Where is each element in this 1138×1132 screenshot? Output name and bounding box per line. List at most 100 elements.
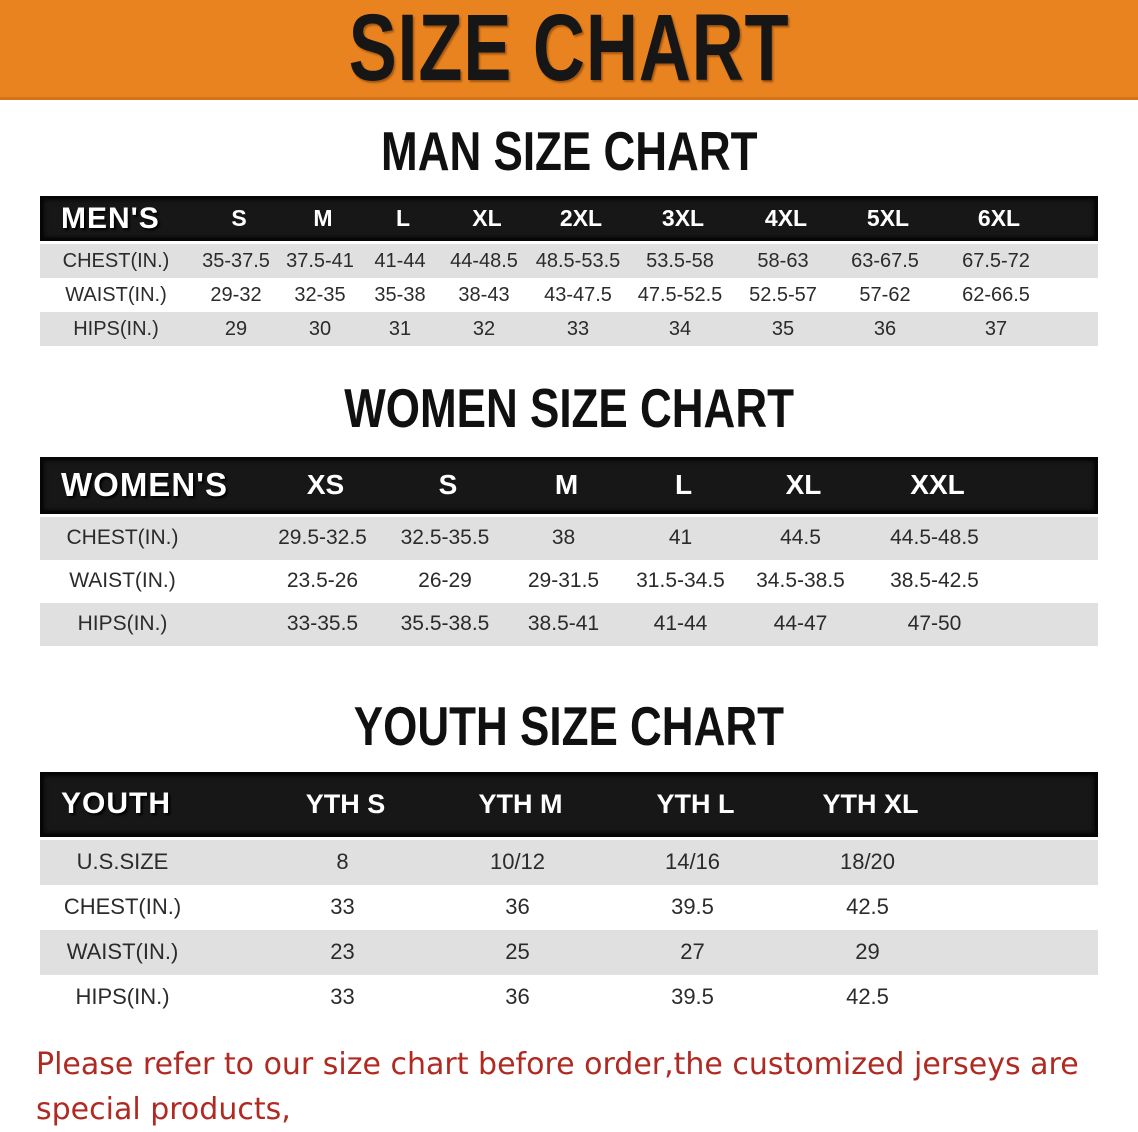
size-value-cell: 26-29	[418, 569, 472, 592]
size-value-cell: 44-48.5	[450, 249, 518, 272]
size-value-cell: 27	[680, 939, 705, 965]
size-value-cell: 33	[330, 984, 355, 1010]
size-value-cell: 43-47.5	[544, 283, 612, 306]
measurement-row: HIPS(IN.) 33-35.5 35.5-38.5 38.5-41 41-44 44-…	[40, 602, 1098, 646]
size-value-cell: 53.5-58	[646, 249, 714, 272]
measurement-row: HIPS(IN.) 33 36 39.5 42.5	[40, 974, 1098, 1020]
order-notice: Please refer to our size chart before or…	[0, 1042, 1138, 1132]
youth-chart-heading: YOUTH SIZE CHART	[353, 694, 785, 757]
youth-size-table: YOUTH YTH S YTH M YTH L YTH XL U.S.SIZE 8 10/…	[40, 771, 1098, 1020]
size-column-header: 4XL	[764, 205, 808, 232]
size-column-header: 5XL	[866, 205, 910, 232]
measurement-row: WAIST(IN.) 23 25 27 29	[40, 929, 1098, 975]
size-value-cell: 41	[668, 526, 693, 549]
women-table-title: WOMEN'S	[61, 466, 229, 503]
measurement-row: WAIST(IN.) 23.5-26 26-29 29-31.5 31.5-34.5 34…	[40, 559, 1098, 603]
size-value-cell: 47.5-52.5	[637, 283, 723, 306]
size-value-cell: 23	[330, 939, 355, 965]
size-value-cell: 62-66.5	[962, 283, 1030, 306]
size-column-header: XL	[472, 205, 502, 232]
size-value-cell: 35-38	[374, 283, 426, 306]
row-label: HIPS(IN.)	[77, 612, 168, 635]
women-size-table: WOMEN'S XS S M L XL XXL CHEST(IN.) 29.5-32.5 32…	[40, 456, 1098, 646]
women-table-header-row: WOMEN'S XS S M L XL XXL	[40, 456, 1098, 514]
size-value-cell: 33-35.5	[286, 612, 359, 635]
size-value-cell: 29-32	[210, 283, 262, 306]
size-value-cell: 44.5-48.5	[890, 526, 979, 549]
size-value-cell: 38.5-42.5	[890, 569, 979, 592]
man-chart-heading: MAN SIZE CHART	[380, 120, 758, 182]
size-value-cell: 41-44	[374, 249, 426, 272]
women-chart-heading: WOMEN SIZE CHART	[344, 377, 794, 440]
size-value-cell: 63-67.5	[851, 249, 919, 272]
size-value-cell: 31	[388, 317, 412, 340]
size-value-cell: 30	[308, 317, 332, 340]
size-column-header: 6XL	[977, 205, 1021, 232]
size-value-cell: 32-35	[294, 283, 346, 306]
size-column-header: XXL	[910, 469, 965, 500]
size-value-cell: 57-62	[859, 283, 911, 306]
size-column-header: 2XL	[559, 205, 603, 232]
size-value-cell: 38.5-41	[527, 612, 600, 635]
size-column-header: S	[231, 205, 247, 232]
youth-chart-heading-wrap: YOUTH SIZE CHART	[0, 694, 1138, 757]
men-size-section: MAN SIZE CHART MEN'S S M L XL 2XL 3XL 4XL 5XL 6X…	[0, 120, 1138, 347]
size-value-cell: 58-63	[757, 249, 809, 272]
size-value-cell: 37	[984, 317, 1008, 340]
size-value-cell: 35-37.5	[202, 249, 270, 272]
row-label: WAIST(IN.)	[69, 569, 176, 592]
size-value-cell: 35.5-38.5	[400, 612, 490, 635]
size-column-header: XS	[306, 469, 345, 500]
size-value-cell: 48.5-53.5	[535, 249, 621, 272]
size-value-cell: 38	[551, 526, 576, 549]
notice-line-1: Please refer to our size chart before or…	[36, 1046, 1079, 1127]
row-label: WAIST(IN.)	[66, 939, 179, 965]
size-value-cell: 52.5-57	[749, 283, 817, 306]
size-value-cell: 44-47	[773, 612, 828, 635]
size-value-cell: 29	[224, 317, 248, 340]
size-value-cell: 38-43	[458, 283, 510, 306]
size-value-cell: 8	[336, 849, 349, 875]
size-column-header: YTH M	[478, 788, 563, 819]
size-column-header: M	[313, 205, 333, 232]
youth-table-title: YOUTH	[61, 787, 171, 821]
youth-table-header-row: YOUTH YTH S YTH M YTH L YTH XL	[40, 771, 1098, 837]
size-value-cell: 29.5-32.5	[278, 526, 367, 549]
size-column-header: S	[438, 469, 458, 500]
size-value-cell: 31.5-34.5	[636, 569, 725, 592]
youth-size-section: YOUTH SIZE CHART YOUTH YTH S YTH M YTH L YT…	[0, 694, 1138, 1020]
size-column-header: YTH L	[656, 788, 735, 819]
banner-title: SIZE CHART	[348, 0, 790, 101]
row-label: U.S.SIZE	[76, 849, 169, 875]
row-label: CHEST(IN.)	[66, 526, 179, 549]
size-column-header: L	[674, 469, 693, 500]
size-value-cell: 33	[566, 317, 590, 340]
men-size-table: MEN'S S M L XL 2XL 3XL 4XL 5XL 6XL CHEST(IN.) 35-…	[40, 196, 1098, 347]
size-value-cell: 42.5	[846, 894, 889, 920]
size-value-cell: 33	[330, 894, 355, 920]
size-column-header: L	[395, 205, 411, 232]
measurement-row: CHEST(IN.) 35-37.5 37.5-41 41-44 44-48.5 48.5…	[40, 244, 1098, 279]
men-table-header-row: MEN'S S M L XL 2XL 3XL 4XL 5XL 6XL	[40, 196, 1098, 242]
row-label: CHEST(IN.)	[63, 894, 182, 920]
size-column-header: XL	[785, 469, 822, 500]
size-value-cell: 39.5	[671, 984, 714, 1010]
women-chart-heading-wrap: WOMEN SIZE CHART	[0, 377, 1138, 440]
row-label: WAIST(IN.)	[65, 283, 167, 306]
size-chart-banner: SIZE CHART	[0, 0, 1138, 100]
measurement-row: CHEST(IN.) 33 36 39.5 42.5	[40, 884, 1098, 930]
size-column-header: M	[554, 469, 579, 500]
man-chart-heading-wrap: MAN SIZE CHART	[0, 120, 1138, 182]
row-label: HIPS(IN.)	[73, 317, 159, 340]
row-label: HIPS(IN.)	[75, 984, 170, 1010]
size-value-cell: 41-44	[653, 612, 708, 635]
size-value-cell: 36	[505, 894, 530, 920]
size-value-cell: 29-31.5	[527, 569, 600, 592]
size-value-cell: 32.5-35.5	[400, 526, 490, 549]
size-value-cell: 34	[668, 317, 692, 340]
measurement-row: CHEST(IN.) 29.5-32.5 32.5-35.5 38 41 44.5 44.5…	[40, 516, 1098, 560]
measurement-row: HIPS(IN.) 29 30 31 32 33 34 35 36 37	[40, 312, 1098, 347]
size-value-cell: 23.5-26	[286, 569, 359, 592]
size-value-cell: 39.5	[671, 894, 714, 920]
size-value-cell: 35	[771, 317, 795, 340]
